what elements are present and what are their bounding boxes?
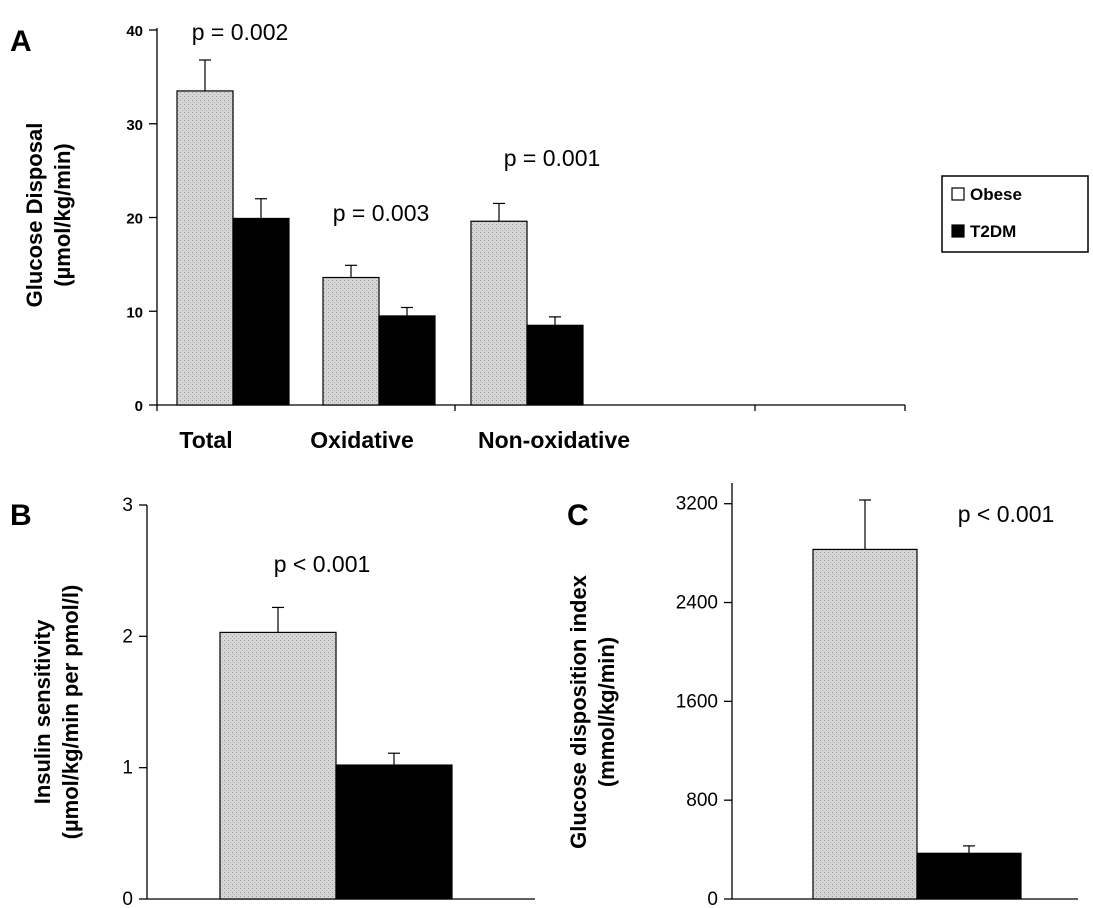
panel-a-bar-t2dm bbox=[526, 324, 584, 406]
panel-c-bar-t2dm bbox=[916, 852, 1022, 900]
panel-a-chart: 0 10 20 30 40 Total Oxidative Non-oxidative p = … bbox=[126, 19, 906, 453]
panel-b-bar-obese bbox=[219, 631, 337, 900]
panel-c-ytick-label: 800 bbox=[686, 790, 718, 811]
panel-a-bar-obese bbox=[322, 276, 380, 406]
panel-a-category-label: Oxidative bbox=[310, 427, 414, 453]
legend-label-t2dm: T2DM bbox=[970, 222, 1016, 241]
legend-swatch-obese bbox=[951, 187, 965, 201]
panel-c-ylabel-1: Glucose disposition index bbox=[566, 574, 591, 849]
panel-a-letter: A bbox=[10, 25, 32, 58]
panel-a-ytick-label: 40 bbox=[126, 23, 143, 40]
legend-swatch-t2dm bbox=[951, 224, 965, 238]
panel-a-ylabel-1: Glucose Disposal bbox=[22, 123, 47, 308]
panel-a-bar-obese bbox=[470, 220, 528, 406]
panel-a-ytick-label: 10 bbox=[126, 304, 143, 321]
panel-c-chart: 0 800 1600 2400 3200 p < 0.001 bbox=[676, 483, 1078, 908]
panel-b-ytick-label: 0 bbox=[122, 889, 133, 908]
panel-c-ytick-label: 1600 bbox=[676, 691, 718, 712]
panel-c-ylabel-2: (mmol/kg/min) bbox=[594, 637, 619, 787]
legend-label-obese: Obese bbox=[970, 185, 1022, 204]
panel-b-chart: 0 1 2 3 p < 0.001 bbox=[122, 495, 535, 908]
legend: Obese T2DM bbox=[941, 175, 1089, 253]
panel-b-bar-t2dm bbox=[335, 764, 453, 900]
panel-a-p-value: p = 0.001 bbox=[504, 145, 601, 171]
panel-b-ytick-label: 2 bbox=[122, 626, 133, 647]
panel-a-bar-t2dm bbox=[378, 315, 436, 406]
panel-a-bar-t2dm bbox=[232, 217, 290, 406]
panel-c-ytick-label: 0 bbox=[707, 889, 718, 908]
panel-a-ytick-label: 0 bbox=[135, 398, 143, 415]
panel-c-letter: C bbox=[567, 499, 589, 532]
panel-a-p-value: p = 0.002 bbox=[192, 19, 289, 45]
panel-a-category-label: Total bbox=[179, 427, 232, 453]
panel-b-letter: B bbox=[10, 499, 32, 532]
panel-c-p-value: p < 0.001 bbox=[958, 501, 1055, 527]
legend-box bbox=[941, 175, 1089, 253]
panel-a-ytick-label: 20 bbox=[126, 211, 143, 228]
panel-c-ytick-label: 3200 bbox=[676, 494, 718, 515]
panel-c-ytick-label: 2400 bbox=[676, 593, 718, 614]
panel-c-bar-obese bbox=[812, 548, 918, 900]
panel-b-p-value: p < 0.001 bbox=[274, 551, 371, 577]
panel-a-ytick-label: 30 bbox=[126, 117, 143, 134]
panel-b-ylabel-1: Insulin sensitivity bbox=[30, 619, 55, 804]
panel-a-ylabel-2: (µmol/kg/min) bbox=[50, 143, 75, 286]
panel-a-category-label: Non-oxidative bbox=[478, 427, 630, 453]
panel-b-ylabel-2: (µmol/kg/min per pmol/l) bbox=[58, 585, 83, 840]
panel-b-ytick-label: 1 bbox=[122, 758, 133, 779]
panel-a-p-value: p = 0.003 bbox=[333, 200, 430, 226]
panel-a-bar-obese bbox=[176, 90, 234, 406]
panel-b-ytick-label: 3 bbox=[122, 495, 133, 516]
